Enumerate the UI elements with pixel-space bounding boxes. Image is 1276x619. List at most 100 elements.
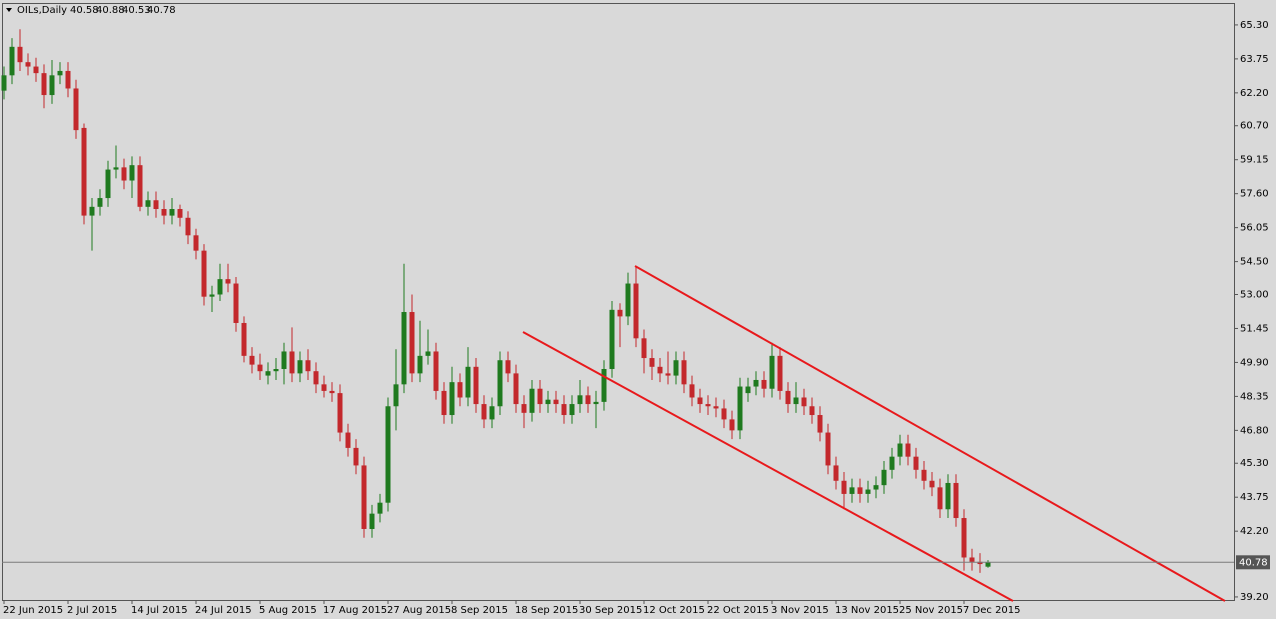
candle-body — [625, 283, 631, 317]
candle-body — [561, 404, 567, 416]
candle-body — [297, 360, 303, 374]
candle-body — [961, 518, 967, 558]
candle-body — [737, 386, 743, 431]
candle-body — [337, 393, 343, 433]
candle-body — [65, 70, 71, 89]
candle-body — [569, 404, 575, 416]
candle-body — [409, 312, 415, 374]
candle-body — [417, 355, 423, 374]
candle-body — [977, 561, 983, 565]
x-tick-label: 14 Jul 2015 — [131, 605, 188, 616]
candle-body — [713, 406, 719, 409]
candle-body — [89, 206, 95, 216]
candle-body — [761, 379, 767, 389]
candle-body — [185, 217, 191, 236]
candle-body — [281, 351, 287, 370]
x-tick-label: 27 Aug 2015 — [387, 605, 451, 616]
candle-body — [113, 167, 119, 170]
candle-body — [889, 456, 895, 470]
candle-body — [705, 404, 711, 407]
candle-body — [321, 384, 327, 391]
candle-body — [401, 312, 407, 385]
candle-body — [201, 250, 207, 297]
candle-body — [1, 75, 7, 91]
menu-triangle[interactable] — [6, 8, 12, 12]
x-tick-label: 7 Dec 2015 — [963, 605, 1021, 616]
candle-body — [857, 487, 863, 494]
candle-body — [825, 432, 831, 466]
candle-body — [833, 465, 839, 481]
candle-body — [529, 388, 535, 413]
candle-body — [545, 399, 551, 405]
y-tick-label: 60.70 — [1240, 121, 1269, 132]
candle-body — [137, 165, 143, 207]
candles — [1, 29, 991, 573]
y-tick-label: 49.90 — [1240, 357, 1269, 368]
candle-body — [801, 397, 807, 407]
candle-body — [537, 388, 543, 405]
candle-body — [473, 366, 479, 405]
candle-body — [969, 557, 975, 562]
candle-body — [9, 46, 15, 76]
header-open: 40.58 — [70, 5, 99, 16]
candle-body — [617, 309, 623, 317]
x-tick-label: 17 Aug 2015 — [323, 605, 387, 616]
candle-body — [505, 360, 511, 374]
y-tick-label: 62.20 — [1240, 88, 1269, 99]
candle-body — [25, 62, 31, 67]
candle-body — [681, 360, 687, 385]
candle-body — [513, 373, 519, 405]
candle-body — [17, 46, 23, 63]
candle-body — [945, 482, 951, 510]
candle-body — [209, 294, 215, 297]
candle-body — [793, 397, 799, 405]
candle-body — [953, 482, 959, 519]
x-tick-label: 3 Nov 2015 — [771, 605, 829, 616]
candle-body — [81, 127, 87, 216]
candle-body — [897, 443, 903, 457]
candle-body — [497, 360, 503, 407]
candle-body — [721, 408, 727, 420]
candle-body — [33, 66, 39, 74]
candle-body — [457, 382, 463, 398]
candle-body — [745, 386, 751, 394]
y-tick-label: 45.30 — [1240, 458, 1269, 469]
x-tick-label: 12 Oct 2015 — [643, 605, 705, 616]
candle-body — [361, 465, 367, 529]
x-tick-label: 8 Sep 2015 — [451, 605, 508, 616]
candle-body — [145, 200, 151, 207]
header-low: 40.53 — [122, 5, 151, 16]
y-tick-label: 53.00 — [1240, 289, 1269, 300]
x-tick-label: 30 Sep 2015 — [579, 605, 642, 616]
y-tick-label: 63.75 — [1240, 54, 1269, 65]
candle-body — [177, 209, 183, 218]
candle-body — [449, 382, 455, 416]
candle-body — [289, 351, 295, 374]
candle-body — [273, 369, 279, 372]
candle-body — [585, 395, 591, 405]
price-label: 40.78 — [1239, 557, 1268, 568]
x-tick-label: 22 Oct 2015 — [707, 605, 769, 616]
candle-body — [593, 401, 599, 405]
y-tick-label: 56.05 — [1240, 223, 1269, 234]
candle-body — [193, 235, 199, 251]
candle-body — [481, 404, 487, 420]
candle-body — [265, 371, 271, 376]
candle-body — [97, 198, 103, 207]
candle-body — [105, 169, 111, 199]
candle-body — [353, 447, 359, 466]
y-tick-label: 42.20 — [1240, 526, 1269, 537]
candle-body — [225, 279, 231, 284]
candle-body — [601, 369, 607, 402]
candle-body — [73, 88, 79, 131]
candle-body — [921, 469, 927, 481]
candle-body — [913, 456, 919, 470]
x-tick-label: 24 Jul 2015 — [195, 605, 252, 616]
candle-body — [345, 432, 351, 448]
candle-body — [937, 487, 943, 510]
candle-body — [609, 309, 615, 370]
candle-body — [881, 469, 887, 486]
y-tick-label: 59.15 — [1240, 155, 1269, 166]
